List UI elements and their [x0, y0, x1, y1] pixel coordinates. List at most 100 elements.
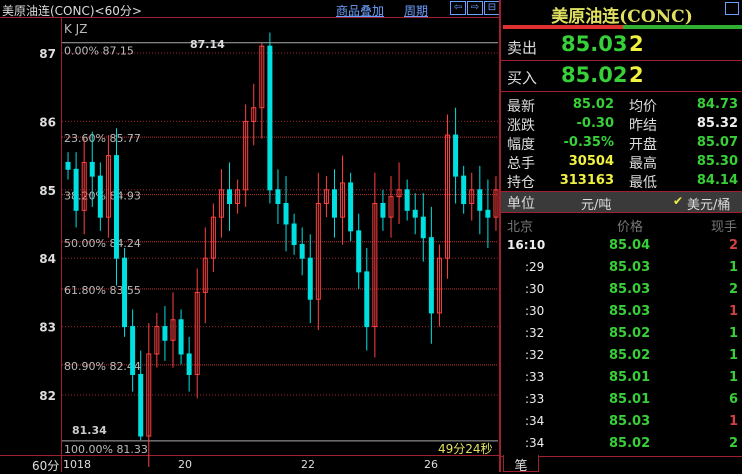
- col-price: 价格: [617, 220, 644, 235]
- candle-body: [283, 202, 289, 225]
- tick-time: 16:10: [507, 238, 546, 252]
- xtick-label: 26: [424, 458, 438, 471]
- stat-value: 84.73: [696, 97, 738, 112]
- tick-time: :34: [525, 414, 545, 428]
- candle-body: [356, 230, 362, 273]
- fib-label: 23.60% 85.77: [64, 132, 141, 145]
- candle-body: [186, 353, 192, 375]
- candle-body: [291, 223, 297, 246]
- candle-body: [404, 189, 410, 211]
- col-volume: 现手: [711, 220, 738, 235]
- tick-volume: 1: [728, 414, 738, 429]
- fib-label: 0.00% 87.15: [64, 45, 134, 58]
- xtick-label: 20: [178, 458, 192, 471]
- tick-volume: 1: [728, 370, 738, 385]
- stat-label: 开盘: [629, 137, 657, 153]
- candle-body: [315, 202, 321, 300]
- tick-price: 85.03: [609, 260, 651, 275]
- stat-label: 持仓: [507, 175, 535, 191]
- maximize-icon[interactable]: [725, 2, 739, 15]
- candle-body: [170, 319, 176, 341]
- candle-body: [372, 202, 378, 328]
- tick-time: :32: [525, 348, 545, 362]
- tick-price: 85.02: [609, 348, 651, 363]
- overlay-link[interactable]: 商品叠加: [336, 4, 385, 18]
- fib-label: 100.00% 81.33: [64, 443, 148, 456]
- stat-value: 313163: [559, 173, 614, 188]
- fib-label: 61.80% 83.55: [64, 284, 141, 297]
- bid-volume: 2: [629, 63, 644, 87]
- stat-value: -0.35%: [563, 135, 615, 150]
- candle-body: [65, 161, 71, 170]
- candle-body: [235, 189, 241, 204]
- candle-body: [275, 189, 281, 204]
- tick-volume: 1: [728, 304, 738, 319]
- tick-volume: 1: [728, 260, 738, 275]
- tick-price: 85.02: [609, 436, 651, 451]
- candle-body: [485, 209, 491, 218]
- candle-body: [445, 134, 451, 259]
- stat-value: -0.30: [576, 116, 614, 131]
- bid-label: 买入: [507, 69, 538, 87]
- candle-body: [348, 182, 354, 232]
- tick-volume: 1: [728, 348, 738, 363]
- tab-trades[interactable]: 笔: [503, 455, 539, 474]
- stat-label: 昨结: [629, 118, 657, 134]
- stat-label: 总手: [507, 156, 535, 172]
- candle-body: [154, 326, 160, 355]
- candle-body: [138, 373, 144, 437]
- tick-price: 85.01: [609, 392, 651, 407]
- fib-label: 80.90% 82.44: [64, 360, 141, 373]
- tick-time: :33: [525, 370, 545, 384]
- candle-body: [202, 257, 208, 293]
- tick-volume: 2: [728, 436, 738, 451]
- stat-label: 涨跌: [507, 118, 535, 134]
- candle-body: [469, 189, 475, 204]
- unit-option-yuan-ton[interactable]: 元/吨: [581, 198, 612, 213]
- candle-body: [227, 189, 233, 204]
- stat-label: 均价: [629, 99, 657, 115]
- ytick-label: 87: [39, 47, 56, 61]
- candle-body: [105, 155, 111, 218]
- tick-time: :34: [525, 436, 545, 450]
- unit-option-usd-barrel[interactable]: 美元/桶: [687, 198, 731, 213]
- stat-value: 85.32: [696, 116, 738, 131]
- candle-body: [307, 257, 313, 300]
- stat-label: 幅度: [507, 137, 535, 153]
- tick-price: 85.01: [609, 370, 651, 385]
- tick-time: :29: [525, 260, 545, 274]
- candle-body: [178, 319, 184, 355]
- quote-panel: 美原油连(CONC) 卖出 85.03 2 买入 85.02 2 最新 85.0…: [500, 0, 742, 474]
- period-label: 60分: [32, 459, 60, 473]
- candle-body: [493, 189, 499, 218]
- unit-bar: 单位 元/吨 ✔ 美元/桶: [501, 191, 742, 213]
- xtick-label: 22: [301, 458, 315, 471]
- xtick-label: 1018: [63, 458, 91, 471]
- tick-price: 85.04: [609, 238, 651, 253]
- tick-time: :30: [525, 304, 545, 318]
- arrow-right-icon[interactable]: ⇨: [467, 1, 483, 15]
- arrow-left-icon[interactable]: ⇦: [450, 1, 466, 15]
- candle-body: [331, 189, 337, 218]
- tick-volume: 1: [728, 326, 738, 341]
- stat-value: 30504: [568, 154, 614, 169]
- stat-label: 最低: [629, 175, 657, 191]
- ask-volume: 2: [629, 32, 644, 56]
- ask-price: 85.03: [561, 32, 628, 56]
- tick-price: 85.03: [609, 414, 651, 429]
- period-link[interactable]: 周期: [404, 4, 429, 18]
- tick-price: 85.03: [609, 304, 651, 319]
- window-title: 美原油连(CONC)<60分>: [2, 4, 142, 18]
- candle-body: [380, 202, 386, 218]
- candle-body: [420, 216, 426, 239]
- candle-body: [251, 107, 257, 122]
- candle-body: [81, 161, 87, 211]
- tick-volume: 2: [728, 238, 738, 253]
- candle-body: [453, 134, 459, 177]
- ytick-label: 84: [39, 252, 56, 266]
- ytick-label: 83: [39, 321, 56, 335]
- candle-body: [259, 45, 265, 109]
- candle-body: [218, 189, 224, 218]
- candle-body: [428, 237, 434, 314]
